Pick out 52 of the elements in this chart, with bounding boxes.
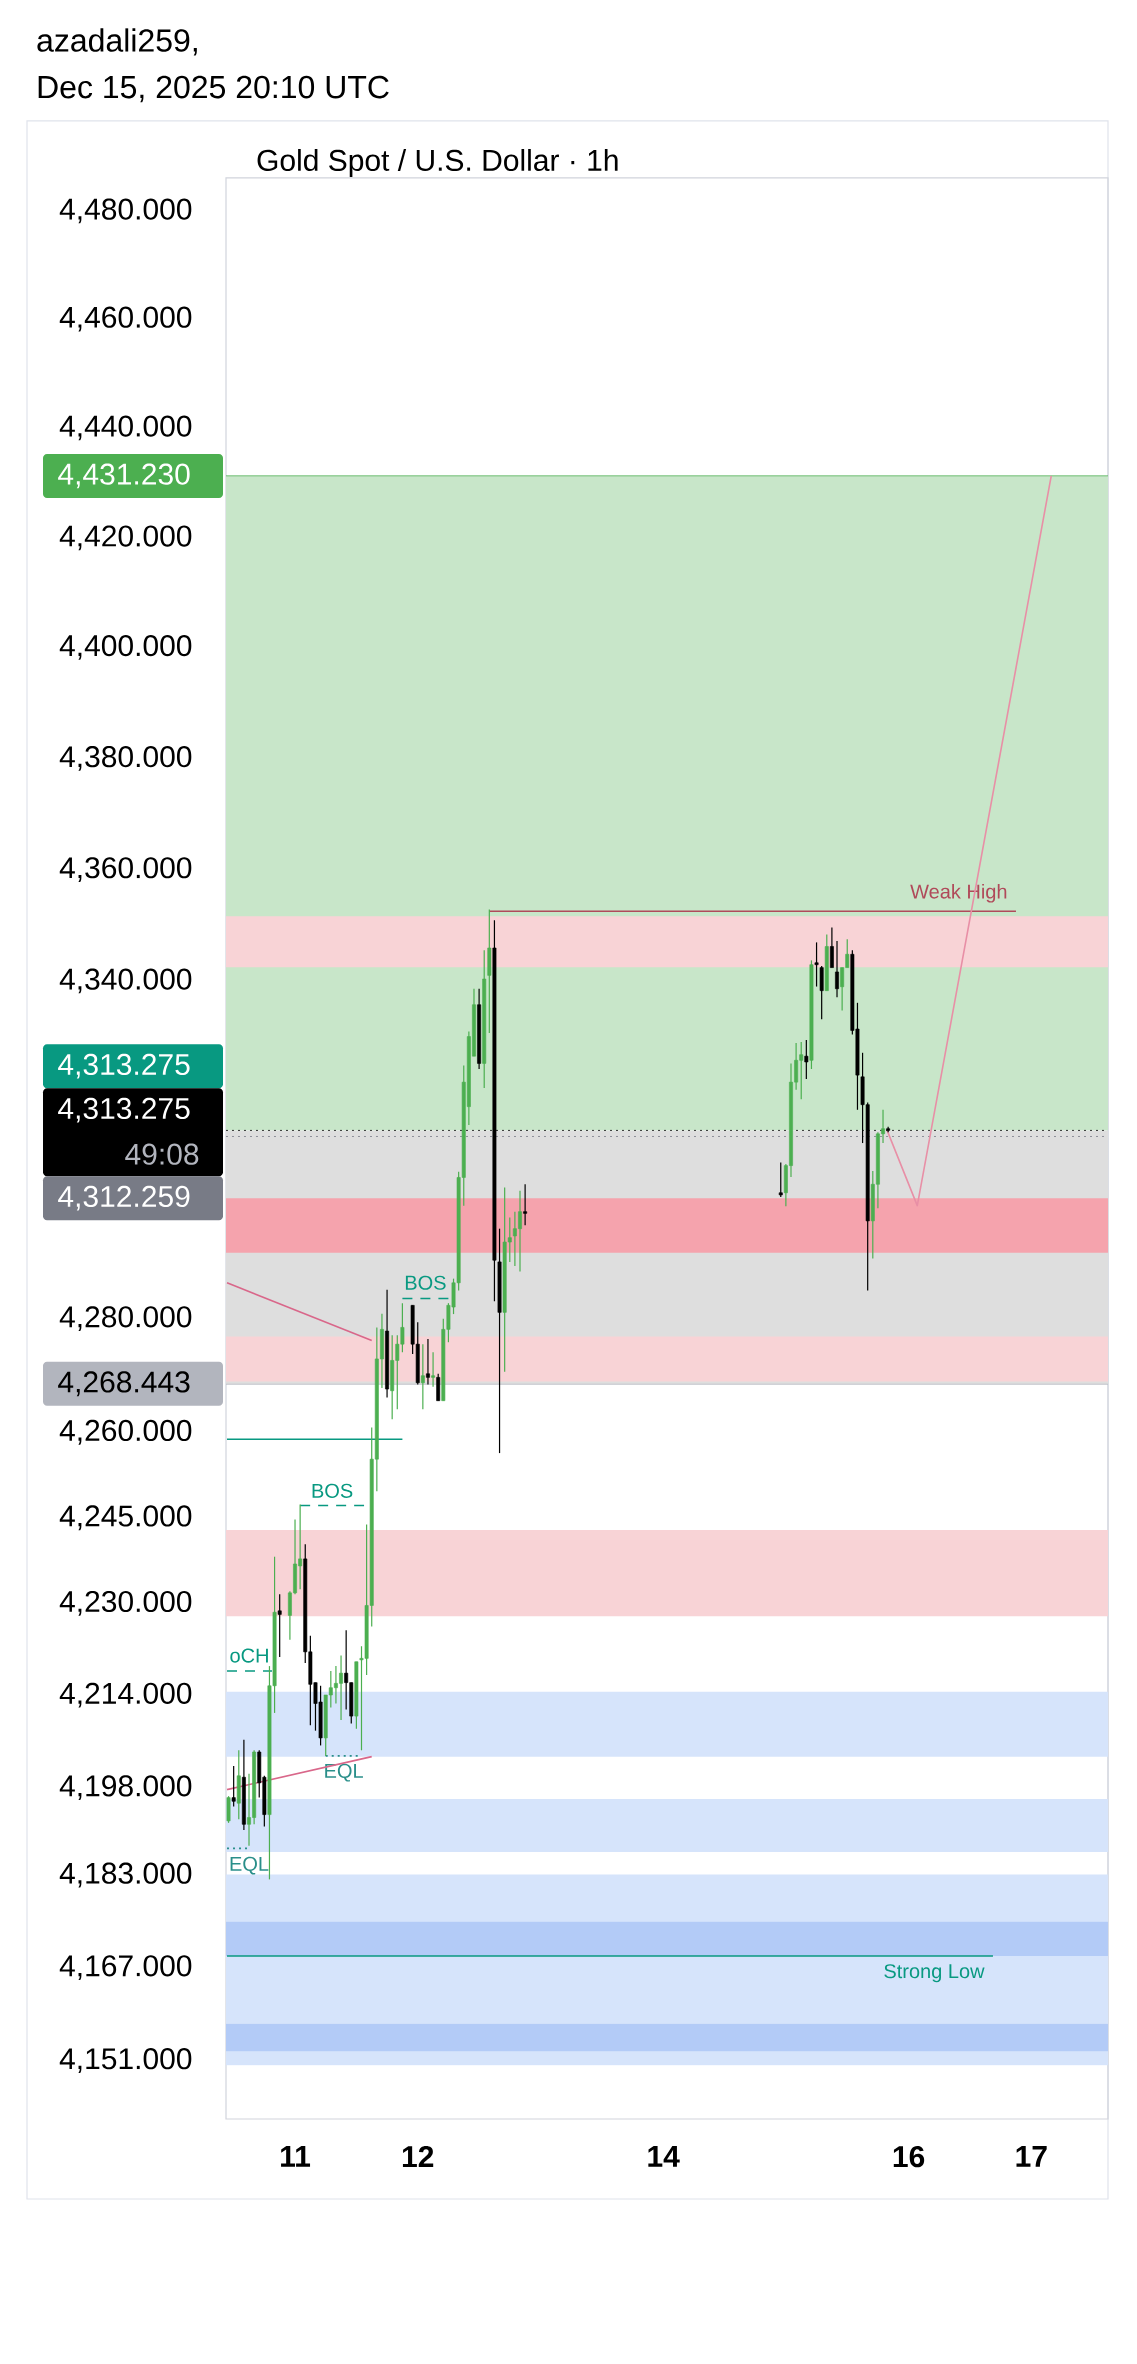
y-tick-label: 4,198.000 xyxy=(59,1775,192,1801)
chart-title: Gold Spot / U.S. Dollar · 1h xyxy=(257,148,618,177)
candlestick xyxy=(819,965,824,1020)
y-tick-label: 4,245.000 xyxy=(59,1505,192,1531)
y-tick-label: 4,183.000 xyxy=(59,1862,192,1888)
y-tick-label: 4,214.000 xyxy=(59,1682,192,1708)
series-label: Weak High xyxy=(910,883,1007,903)
candlestick xyxy=(829,926,834,969)
text: azadali259, xyxy=(37,28,197,56)
y-tick-label: 4,167.000 xyxy=(59,1955,192,1980)
series-label: BOS xyxy=(312,1483,353,1498)
series-label: Strong Low xyxy=(884,1964,985,1983)
series-label: oCH xyxy=(230,1648,268,1663)
y-tick-label: 4,480.000 xyxy=(59,198,192,224)
y-tick-label: 4,380.000 xyxy=(59,746,192,771)
text: Dec 15, 2025 20:10 UTC xyxy=(38,75,389,103)
candlestick xyxy=(420,1343,425,1410)
series-label: EQL xyxy=(325,1763,363,1782)
series-label: EQL xyxy=(230,1856,269,1875)
candlestick xyxy=(814,941,819,988)
y-tick-label: 4,420.000 xyxy=(59,525,192,551)
candlestick xyxy=(436,1373,441,1402)
candlestick xyxy=(231,1765,236,1808)
x-tick-label: 14 xyxy=(648,2146,680,2167)
ref-line-label: 4,312.259 xyxy=(58,1185,190,1211)
candlestick xyxy=(523,1183,528,1226)
series-label: BOS xyxy=(405,1275,446,1290)
y-tick-label: 4,400.000 xyxy=(59,635,192,660)
ref-line-label: 4,431.230 xyxy=(58,463,190,489)
y-tick-label: 4,280.000 xyxy=(59,1306,192,1331)
x-tick-label: 11 xyxy=(281,2146,311,2167)
text: 4,313.275 xyxy=(58,1053,190,1079)
candlestick xyxy=(778,1161,783,1198)
y-tick-label: 4,340.000 xyxy=(59,968,192,994)
candlestick xyxy=(799,1041,804,1100)
candlestick xyxy=(835,940,839,998)
y-tick-label: 4,230.000 xyxy=(59,1590,192,1616)
x-tick-label: 17 xyxy=(1016,2146,1047,2167)
text: 49:08 xyxy=(125,1143,199,1165)
y-tick-label: 4,460.000 xyxy=(59,306,192,332)
y-tick-label: 4,360.000 xyxy=(59,857,192,882)
ref-line-label: 4,268.443 xyxy=(58,1371,190,1397)
candlestick xyxy=(277,1593,282,1658)
candlestick xyxy=(431,1351,436,1388)
x-tick-label: 16 xyxy=(893,2146,925,2168)
ref-line-label: 4,313.275 xyxy=(58,1097,190,1123)
candlestick xyxy=(426,1338,430,1386)
y-tick-label: 4,440.000 xyxy=(59,415,192,441)
x-tick-label: 12 xyxy=(402,2146,434,2167)
y-tick-label: 4,151.000 xyxy=(59,2048,192,2073)
candlestick xyxy=(804,1039,809,1080)
y-tick-label: 4,260.000 xyxy=(59,1419,192,1445)
